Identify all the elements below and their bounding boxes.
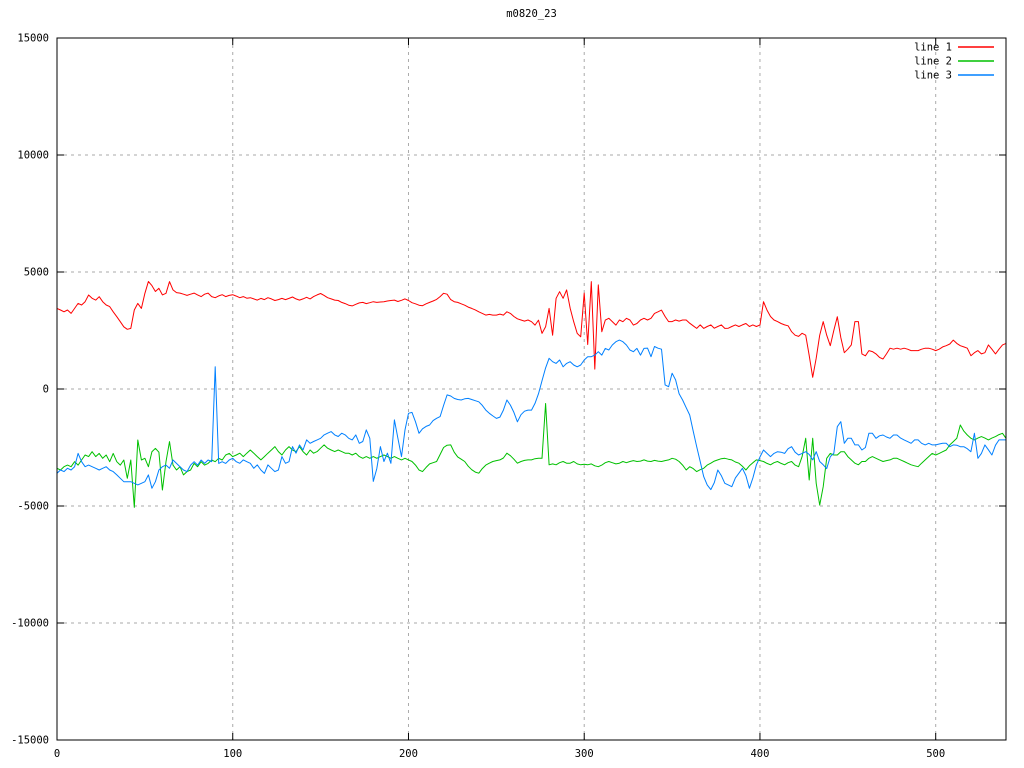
y-tick-label: -5000 (17, 501, 49, 513)
x-tick-label: 500 (926, 748, 945, 760)
x-tick-label: 200 (399, 748, 418, 760)
legend-entry: line 3 (914, 70, 994, 82)
series-line-2 (57, 403, 1007, 508)
x-tick-label: 400 (750, 748, 769, 760)
y-tick-label: -10000 (11, 618, 49, 630)
y-tick-label: 15000 (17, 33, 49, 45)
legend-entry: line 2 (914, 56, 994, 68)
y-tick-label: 0 (43, 384, 49, 396)
series-line-1 (57, 281, 1007, 378)
legend-label: line 3 (914, 70, 952, 82)
x-tick-label: 0 (54, 748, 60, 760)
series-line-3 (57, 339, 1006, 491)
y-tick-label: -15000 (11, 735, 49, 747)
y-tick-label: 10000 (17, 150, 49, 162)
legend-label: line 2 (914, 56, 952, 68)
legend-label: line 1 (914, 42, 952, 54)
legend-entry: line 1 (914, 42, 994, 54)
x-tick-label: 100 (223, 748, 242, 760)
chart-title: m0820_23 (506, 8, 557, 20)
y-tick-label: 5000 (24, 267, 49, 279)
x-tick-label: 300 (575, 748, 594, 760)
